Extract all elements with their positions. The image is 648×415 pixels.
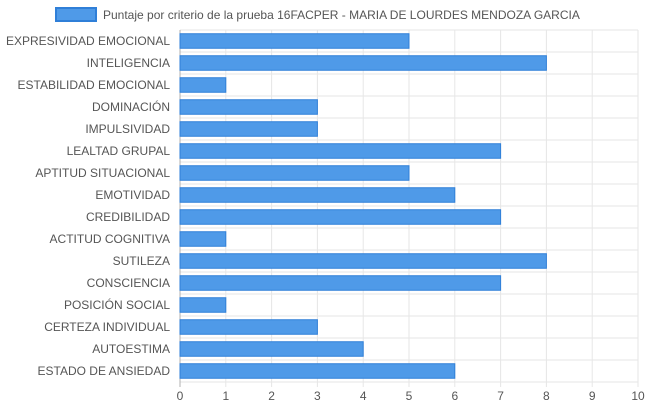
bar[interactable]	[179, 253, 547, 269]
category-label: EMOTIVIDAD	[95, 188, 170, 202]
category-label: INTELIGENCIA	[87, 56, 170, 70]
category-label: AUTOESTIMA	[92, 342, 170, 356]
bar[interactable]	[179, 319, 318, 335]
category-label: CERTEZA INDIVIDUAL	[44, 320, 170, 334]
bar[interactable]	[179, 99, 318, 115]
category-label: LEALTAD GRUPAL	[67, 144, 171, 158]
category-label: ESTABILIDAD EMOCIONAL	[18, 78, 171, 92]
category-labels: EXPRESIVIDAD EMOCIONAL INTELIGENCIA ESTABI…	[6, 34, 170, 378]
x-tick-label: 1	[222, 389, 229, 403]
bar[interactable]	[179, 363, 456, 379]
x-tick-label: 7	[497, 389, 504, 403]
category-label: EXPRESIVIDAD EMOCIONAL	[6, 34, 170, 48]
category-label: DOMINACIÓN	[92, 99, 170, 114]
category-label: CONSCIENCIA	[87, 276, 170, 290]
bar[interactable]	[179, 341, 364, 357]
x-tick-label: 0	[177, 389, 184, 403]
x-tick-label: 9	[589, 389, 596, 403]
x-tick-label: 8	[543, 389, 550, 403]
bar[interactable]	[179, 297, 227, 313]
category-label: SUTILEZA	[113, 254, 170, 268]
bar[interactable]	[179, 231, 227, 247]
grid	[179, 29, 639, 387]
bar[interactable]	[179, 143, 502, 159]
x-axis-ticks: 0 1 2 3 4 5 6 7 8 9 10	[177, 389, 645, 403]
bar[interactable]	[179, 187, 456, 203]
category-label: IMPULSIVIDAD	[85, 122, 170, 136]
bar[interactable]	[179, 121, 318, 137]
x-tick-label: 2	[268, 389, 275, 403]
x-tick-label: 3	[314, 389, 321, 403]
bars	[179, 33, 547, 379]
bar[interactable]	[179, 55, 547, 71]
legend-swatch	[55, 7, 97, 22]
category-label: APTITUD SITUACIONAL	[35, 166, 170, 180]
bar[interactable]	[179, 165, 410, 181]
legend[interactable]: Puntaje por criterio de la prueba 16FACP…	[55, 7, 580, 22]
x-tick-label: 6	[451, 389, 458, 403]
category-label: POSICIÓN SOCIAL	[64, 297, 170, 312]
legend-label: Puntaje por criterio de la prueba 16FACP…	[103, 8, 580, 22]
bar[interactable]	[179, 33, 410, 49]
category-label: CREDIBILIDAD	[86, 210, 170, 224]
category-label: ESTADO DE ANSIEDAD	[38, 364, 171, 378]
x-tick-label: 10	[631, 389, 645, 403]
x-tick-label: 5	[406, 389, 413, 403]
bar[interactable]	[179, 77, 227, 93]
bar[interactable]	[179, 209, 502, 225]
category-label: ACTITUD COGNITIVA	[50, 232, 170, 246]
x-tick-label: 4	[360, 389, 367, 403]
bar[interactable]	[179, 275, 502, 291]
